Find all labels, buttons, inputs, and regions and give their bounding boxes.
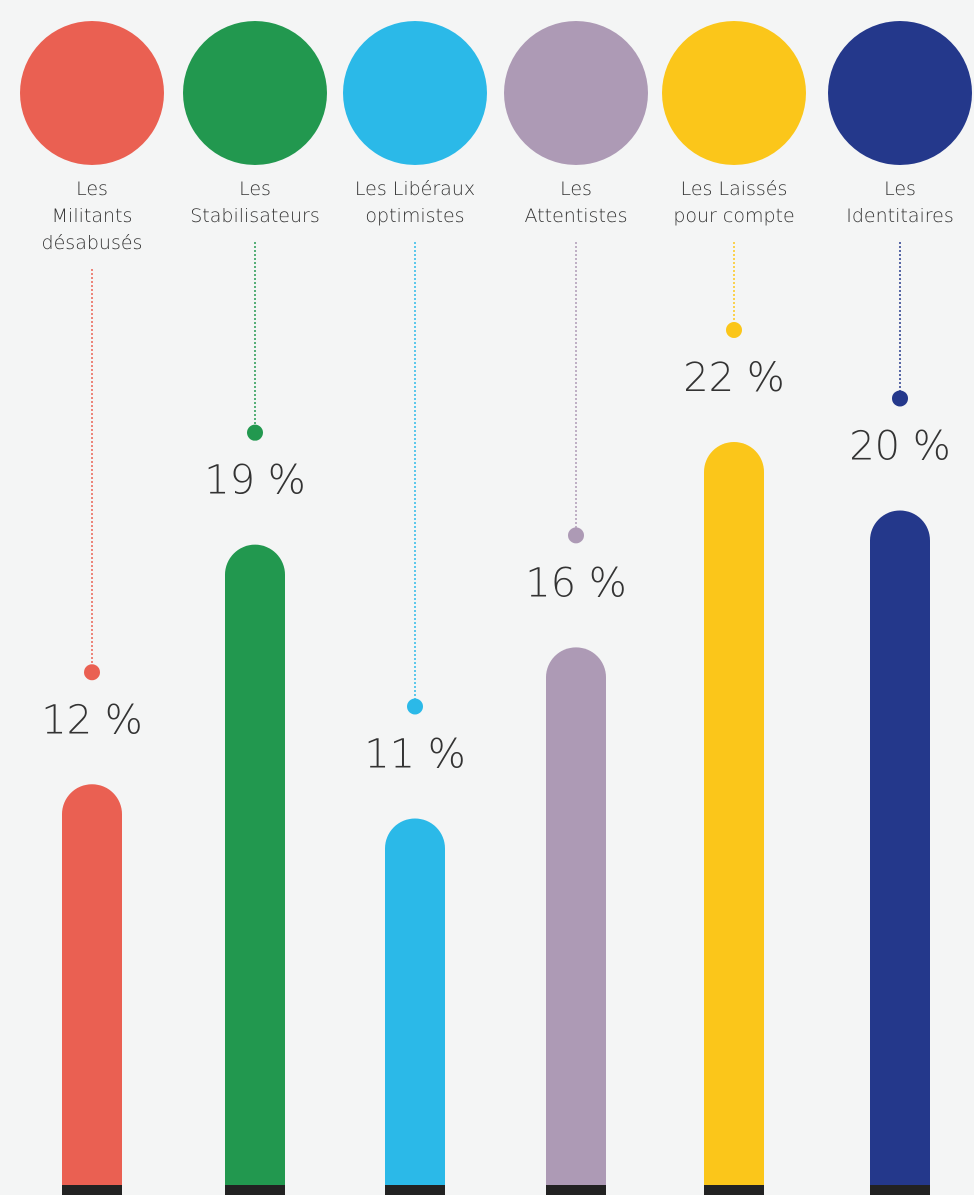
avatar [828,21,972,165]
value-label: 16 % [525,560,627,606]
bar-base [546,1185,606,1195]
category-label: Les Militants désabusés [41,178,143,254]
leader-dot [84,664,100,681]
category-label: Les Attentistes [524,178,628,227]
avatar [504,21,648,165]
value-label: 11 % [364,732,466,778]
bar [385,818,445,1195]
bar [546,647,606,1195]
avatar [183,21,327,165]
category-label: Les Identitaires [846,178,954,227]
value-label: 20 % [849,423,951,469]
leader-dot [726,322,742,338]
leader-dot [247,424,263,441]
value-label: 12 % [41,697,143,743]
bar-base [385,1185,445,1195]
bar-base [704,1185,764,1195]
avatar [662,21,806,165]
bar [870,510,930,1195]
leader-dot [407,698,423,715]
leader-dot [892,390,908,407]
category-label: Les Libéraux optimistes [354,178,476,227]
avatar [20,21,164,165]
value-label: 22 % [683,355,785,401]
category-label: Les Stabilisateurs [190,178,320,227]
bar [704,442,764,1195]
bar-base [62,1185,122,1195]
bar [62,784,122,1195]
category-label: Les Laissés pour compte [673,178,795,227]
bar [225,544,285,1195]
avatar [343,21,487,165]
bar-base [225,1185,285,1195]
leader-dot [568,527,584,544]
value-label: 19 % [204,458,306,504]
bar-base [870,1185,930,1195]
